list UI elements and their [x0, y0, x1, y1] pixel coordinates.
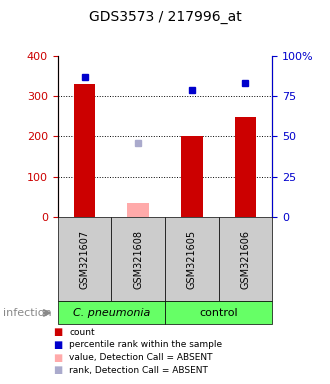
Text: ■: ■ — [53, 353, 62, 362]
Text: C. pneumonia: C. pneumonia — [73, 308, 150, 318]
Text: ■: ■ — [53, 365, 62, 375]
Text: value, Detection Call = ABSENT: value, Detection Call = ABSENT — [69, 353, 213, 362]
Text: infection: infection — [3, 308, 52, 318]
Text: GDS3573 / 217996_at: GDS3573 / 217996_at — [89, 10, 241, 24]
Text: ■: ■ — [53, 340, 62, 350]
Text: rank, Detection Call = ABSENT: rank, Detection Call = ABSENT — [69, 366, 208, 375]
Bar — [235, 117, 256, 217]
Bar — [181, 136, 203, 217]
Text: control: control — [199, 308, 238, 318]
Text: GSM321605: GSM321605 — [187, 230, 197, 289]
Text: count: count — [69, 328, 95, 337]
Bar — [74, 84, 95, 217]
Bar — [127, 203, 149, 217]
Text: GSM321606: GSM321606 — [241, 230, 250, 289]
Text: GSM321608: GSM321608 — [133, 230, 143, 289]
Text: ■: ■ — [53, 327, 62, 337]
Text: GSM321607: GSM321607 — [80, 230, 89, 289]
Text: percentile rank within the sample: percentile rank within the sample — [69, 340, 222, 349]
